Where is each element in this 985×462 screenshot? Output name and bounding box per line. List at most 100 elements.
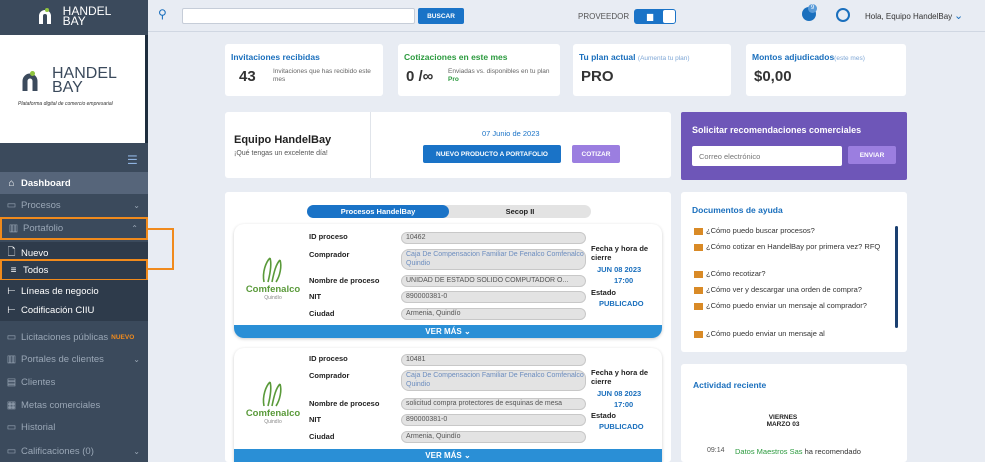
sidebar-item-historial[interactable]: ▭ Historial bbox=[0, 416, 148, 438]
doc-link[interactable]: ¿Cómo recotizar? bbox=[694, 269, 898, 279]
sidebar-item-metas[interactable]: ▦ Metas comerciales bbox=[0, 394, 148, 416]
sidebar-item-dashboard[interactable]: ⌂ Dashboard bbox=[0, 172, 148, 194]
doc-link[interactable]: ¿Cómo puedo enviar un mensaje al comprad… bbox=[694, 301, 898, 311]
process-buyer[interactable]: Caja De Compensacion Familiar De Fenalco… bbox=[401, 249, 586, 270]
home-icon: ⌂ bbox=[8, 177, 15, 189]
sidebar-item-portafolio[interactable]: ▥ Portafolio ⌃ bbox=[0, 217, 148, 240]
upgrade-plan-link[interactable]: (Aumenta tu plan) bbox=[637, 55, 690, 62]
company-logo: Comfenalco Quindío bbox=[242, 378, 304, 426]
company-logo: Comfenalco Quindío bbox=[242, 254, 304, 302]
activity-actor[interactable]: Datos Maestros Sas bbox=[735, 447, 803, 456]
search-input[interactable] bbox=[182, 8, 415, 24]
logo-brand: HANDEL bbox=[62, 4, 112, 18]
process-id: 10462 bbox=[401, 232, 586, 244]
tab-secop[interactable]: Secop II bbox=[505, 207, 535, 216]
sidebar-item-todos[interactable]: ≡ Todos bbox=[0, 259, 148, 281]
large-logo-brand: HANDEL bbox=[52, 65, 117, 82]
email-field[interactable] bbox=[692, 146, 842, 166]
label-deadline: Fecha y hora de cierre bbox=[591, 368, 649, 386]
kpi-subtitle: (este mes) bbox=[834, 55, 865, 62]
doc-link-label: ¿Cómo cotizar en HandelBay por primera v… bbox=[706, 242, 881, 251]
kpi-value: 43 bbox=[239, 68, 256, 85]
send-button[interactable]: ENVIAR bbox=[848, 146, 896, 164]
doc-link-label: ¿Cómo puedo buscar procesos? bbox=[706, 226, 815, 235]
process-city: Armenia, Quindío bbox=[401, 431, 586, 443]
activity-card: Actividad reciente VIERNES MARZO 03 09:1… bbox=[681, 364, 907, 462]
sidebar-item-clientes[interactable]: ▤ Clientes bbox=[0, 371, 148, 393]
new-product-button[interactable]: NUEVO PRODUCTO A PORTAFOLIO bbox=[423, 145, 561, 163]
process-date: JUN 08 2023 bbox=[597, 265, 642, 274]
sidebar-label: Líneas de negocio bbox=[21, 285, 99, 297]
book-icon bbox=[694, 243, 703, 251]
kpi-title: Montos adjudicados bbox=[752, 52, 835, 62]
document-icon: 🗋 bbox=[7, 246, 16, 258]
kpi-card-cotizaciones: Cotizaciones en este mes 0 /∞ Enviadas v… bbox=[398, 44, 560, 96]
chevron-down-icon: ⌄ bbox=[133, 354, 140, 364]
doc-link-label: ¿Cómo puedo enviar un mensaje al comprad… bbox=[706, 301, 867, 310]
sidebar-logo-card: HANDEL BAY Plataforma digital de comercio… bbox=[0, 35, 148, 143]
notification-count: 9 bbox=[808, 4, 817, 13]
sidebar-item-portales[interactable]: ▥ Portales de clientes ⌄ bbox=[0, 348, 148, 370]
role-toggle[interactable]: ▆ bbox=[634, 9, 676, 24]
chevron-up-icon: ⌃ bbox=[131, 224, 138, 233]
see-more-button[interactable]: VER MÁS ⌄ bbox=[234, 449, 662, 462]
tab-procesos-handelbay[interactable]: Procesos HandelBay bbox=[307, 205, 449, 218]
see-more-label: VER MÁS bbox=[425, 451, 462, 460]
search-button[interactable]: BUSCAR bbox=[418, 8, 464, 24]
label-city: Ciudad bbox=[309, 432, 335, 441]
doc-link-label: ¿Cómo puedo enviar un mensaje al bbox=[706, 329, 825, 338]
process-city: Armenia, Quindío bbox=[401, 308, 586, 320]
sidebar-item-lineas[interactable]: ⊢ Líneas de negocio bbox=[0, 280, 148, 302]
process-card: Comfenalco Quindío ID proceso 10462 Comp… bbox=[234, 224, 662, 338]
sidebar-item-procesos[interactable]: ▭ Procesos ⌄ bbox=[0, 194, 148, 216]
chevron-down-icon: ⌄ bbox=[463, 451, 471, 460]
scrollbar[interactable] bbox=[895, 226, 898, 328]
label-status: Estado bbox=[591, 288, 617, 297]
sidebar-label: Nuevo bbox=[21, 247, 49, 259]
help-icon[interactable] bbox=[836, 8, 850, 22]
sidebar-label: Historial bbox=[21, 421, 56, 433]
tree-icon: ⊢ bbox=[7, 304, 16, 316]
welcome-name: Equipo HandelBay bbox=[234, 134, 332, 146]
book-icon bbox=[694, 286, 703, 294]
sidebar-item-nuevo[interactable]: 🗋 Nuevo bbox=[0, 242, 148, 264]
sidebar-label: Portales de clientes bbox=[21, 353, 104, 365]
doc-link-label: ¿Cómo ver y descargar una orden de compr… bbox=[706, 285, 862, 294]
label-name: Nombre de proceso bbox=[309, 276, 380, 285]
doc-link[interactable]: ¿Cómo cotizar en HandelBay por primera v… bbox=[694, 242, 898, 252]
sidebar-logo-top[interactable]: HANDEL BAY bbox=[0, 0, 148, 32]
see-more-button[interactable]: VER MÁS ⌄ bbox=[234, 325, 662, 338]
sidebar-item-calificaciones[interactable]: ▭ Calificaciones (0) ⌄ bbox=[0, 440, 148, 462]
process-nit: 890000381-0 bbox=[401, 414, 586, 426]
activity-title: Actividad reciente bbox=[693, 380, 767, 390]
large-logo-suffix: BAY bbox=[52, 79, 83, 96]
menu-toggle-icon[interactable]: ☰ bbox=[127, 153, 138, 167]
doc-link[interactable]: ¿Cómo ver y descargar una orden de compr… bbox=[694, 285, 898, 295]
book-icon bbox=[694, 330, 703, 338]
book-icon bbox=[694, 270, 703, 278]
large-logo: HANDEL BAY bbox=[20, 65, 117, 96]
kpi-card-montos: Montos adjudicados(este mes) $0,00 bbox=[746, 44, 906, 96]
sidebar-item-licitaciones[interactable]: ▭ Licitaciones públicas NUEVO bbox=[0, 326, 148, 348]
welcome-message: ¡Qué tengas un excelente día! bbox=[234, 150, 328, 157]
quote-button[interactable]: COTIZAR bbox=[572, 145, 620, 163]
doc-link-label: ¿Cómo recotizar? bbox=[706, 269, 766, 278]
logo-name: Comfenalco bbox=[245, 408, 301, 419]
activity-date: MARZO 03 bbox=[766, 421, 800, 428]
doc-link[interactable]: ¿Cómo puedo buscar procesos? bbox=[694, 226, 898, 236]
building-icon: ▥ bbox=[6, 353, 17, 365]
sidebar-label: Todos bbox=[23, 264, 49, 276]
toggle-knob bbox=[663, 10, 675, 23]
kpi-desc: Enviadas vs. disponibles en tu plan bbox=[448, 68, 550, 75]
activity-entry: Datos Maestros Sas ha recomendado bbox=[735, 447, 861, 456]
label-id: ID proceso bbox=[309, 232, 348, 241]
activity-action: ha recomendado bbox=[804, 447, 861, 456]
chevron-down-icon[interactable]: ⌄ bbox=[954, 10, 964, 22]
process-buyer[interactable]: Caja De Compensacion Familiar De Fenalco… bbox=[401, 370, 586, 391]
store-icon: ▆ bbox=[647, 12, 654, 21]
user-greeting[interactable]: Hola, Equipo HandelBay bbox=[865, 12, 953, 21]
activity-day: VIERNES bbox=[768, 414, 798, 421]
sidebar-item-ciiu[interactable]: ⊢ Codificación CIIU bbox=[0, 299, 148, 321]
sidebar-label: Metas comerciales bbox=[21, 399, 101, 411]
doc-link[interactable]: ¿Cómo puedo enviar un mensaje al bbox=[694, 329, 898, 339]
